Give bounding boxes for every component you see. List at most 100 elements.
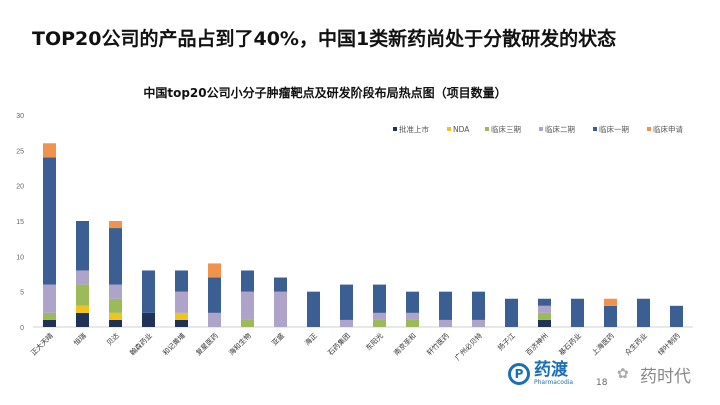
bar-segment-临床二期 xyxy=(439,319,452,327)
x-tick-label: 海和生物 xyxy=(227,331,253,357)
slide-title: TOP20公司的产品占到了40%，中国1类新药尚处于分散研发的状态 xyxy=(32,28,617,50)
chart-title: 中国top20公司小分子肿瘤靶点及研发阶段布局热点图（项目数量） xyxy=(143,86,507,100)
legend-label: 批准上市 xyxy=(399,124,429,134)
x-tick-label: 石药集团 xyxy=(326,331,352,357)
bar-segment-临床一期 xyxy=(670,305,683,327)
logo-cn: 药渡 xyxy=(534,360,568,380)
x-tick-label: 上海医药 xyxy=(590,331,616,357)
x-tick-label: 海正 xyxy=(303,331,319,347)
bar-segment-临床二期 xyxy=(274,291,287,327)
watermark: 药时代 xyxy=(640,367,691,387)
bar-segment-临床二期 xyxy=(538,305,551,313)
bar-segment-临床三期 xyxy=(406,319,419,327)
bar-segment-临床二期 xyxy=(472,319,485,327)
bar-segment-NDA xyxy=(109,312,122,320)
bar-segment-批准上市 xyxy=(109,319,122,327)
pharmacodia-logo: P 药渡 Pharmacodia xyxy=(508,362,573,386)
bar-segment-临床一期 xyxy=(43,157,56,285)
x-tick-label: 和记黄埔 xyxy=(161,331,187,357)
bar-segment-临床二期 xyxy=(406,312,419,320)
legend-label: 临床三期 xyxy=(491,124,521,134)
bar-segment-批准上市 xyxy=(76,312,89,327)
x-tick-label: 广州必贝特 xyxy=(453,331,484,362)
bar-segment-批准上市 xyxy=(538,319,551,327)
bar-segment-临床三期 xyxy=(373,319,386,327)
bar-segment-临床二期 xyxy=(208,312,221,327)
x-tick-label: 轩竹医药 xyxy=(425,331,451,357)
bar-segment-临床一期 xyxy=(76,221,89,271)
page-number: 18 xyxy=(596,378,608,388)
bar-segment-临床一期 xyxy=(439,291,452,320)
legend-label: 临床一期 xyxy=(599,124,629,134)
x-tick-label: 东阳光 xyxy=(364,331,385,352)
bar-segment-临床二期 xyxy=(109,284,122,299)
bar-segment-临床一期 xyxy=(406,291,419,313)
logo-en: Pharmacodia xyxy=(534,379,574,386)
bar-segment-临床一期 xyxy=(307,291,320,327)
bar-segment-临床一期 xyxy=(604,305,617,327)
bar-segment-临床一期 xyxy=(109,228,122,285)
bar-segment-临床二期 xyxy=(43,284,56,313)
bar-segment-临床三期 xyxy=(43,312,56,320)
bar-segment-批准上市 xyxy=(175,319,188,327)
x-tick-label: 贝达 xyxy=(105,331,121,347)
y-tick-label: 5 xyxy=(20,290,24,297)
bar-segment-批准上市 xyxy=(43,319,56,327)
x-tick-label: 基石药业 xyxy=(557,331,583,357)
legend-swatch xyxy=(647,127,651,131)
bar-segment-临床一期 xyxy=(637,298,650,327)
legend-swatch xyxy=(447,127,451,131)
bar-segment-临床一期 xyxy=(340,284,353,320)
bar-segment-临床二期 xyxy=(76,270,89,285)
bar-segment-临床一期 xyxy=(571,298,584,327)
y-tick-label: 10 xyxy=(16,254,24,261)
bar-segment-临床一期 xyxy=(538,298,551,306)
legend-swatch xyxy=(393,127,397,131)
legend-swatch xyxy=(485,127,489,131)
bar-segment-临床二期 xyxy=(340,319,353,327)
bar-segment-NDA xyxy=(175,312,188,320)
bar-segment-临床一期 xyxy=(142,270,155,313)
bar-segment-临床一期 xyxy=(241,270,254,292)
bar-segment-临床二期 xyxy=(241,291,254,320)
bar-segment-临床三期 xyxy=(538,312,551,320)
bar-segment-临床三期 xyxy=(76,284,89,306)
bar-segment-临床申请 xyxy=(604,298,617,306)
bar-segment-临床一期 xyxy=(274,277,287,292)
bar-segment-临床三期 xyxy=(241,319,254,327)
bar-segment-临床申请 xyxy=(208,263,221,278)
bar-segment-临床申请 xyxy=(43,143,56,158)
y-tick-label: 20 xyxy=(16,184,24,191)
bar-segment-临床一期 xyxy=(208,277,221,313)
x-tick-label: 百济神州 xyxy=(524,331,550,357)
legend-swatch xyxy=(593,127,597,131)
bar-segment-临床二期 xyxy=(373,312,386,320)
bar-segment-临床一期 xyxy=(505,298,518,327)
x-tick-label: 众生药业 xyxy=(623,331,649,357)
logo-p-icon: P xyxy=(508,363,530,385)
x-tick-label: 亚盛 xyxy=(270,331,286,347)
x-tick-label: 扬子江 xyxy=(496,331,517,352)
y-tick-label: 25 xyxy=(16,148,24,155)
bar-segment-临床三期 xyxy=(109,298,122,313)
bar-segment-批准上市 xyxy=(142,312,155,327)
x-tick-label: 南京圣和 xyxy=(392,331,418,357)
legend-label: 临床二期 xyxy=(545,124,575,134)
x-tick-label: 翰森药业 xyxy=(128,331,154,357)
x-tick-label: 恒瑞 xyxy=(72,331,88,347)
x-tick-label: 复星医药 xyxy=(194,331,220,357)
legend-swatch xyxy=(539,127,543,131)
bar-segment-NDA xyxy=(76,305,89,313)
wechat-icon: ✿ xyxy=(617,366,629,382)
x-tick-label: 绿叶制药 xyxy=(656,331,682,357)
legend-label: 临床申请 xyxy=(653,124,683,134)
y-tick-label: 0 xyxy=(20,325,24,332)
bar-segment-临床一期 xyxy=(373,284,386,313)
y-tick-label: 15 xyxy=(16,219,24,226)
bar-segment-临床一期 xyxy=(472,291,485,320)
bar-segment-临床申请 xyxy=(109,221,122,229)
bar-segment-临床二期 xyxy=(175,291,188,313)
x-tick-label: 正大天晴 xyxy=(29,331,55,357)
